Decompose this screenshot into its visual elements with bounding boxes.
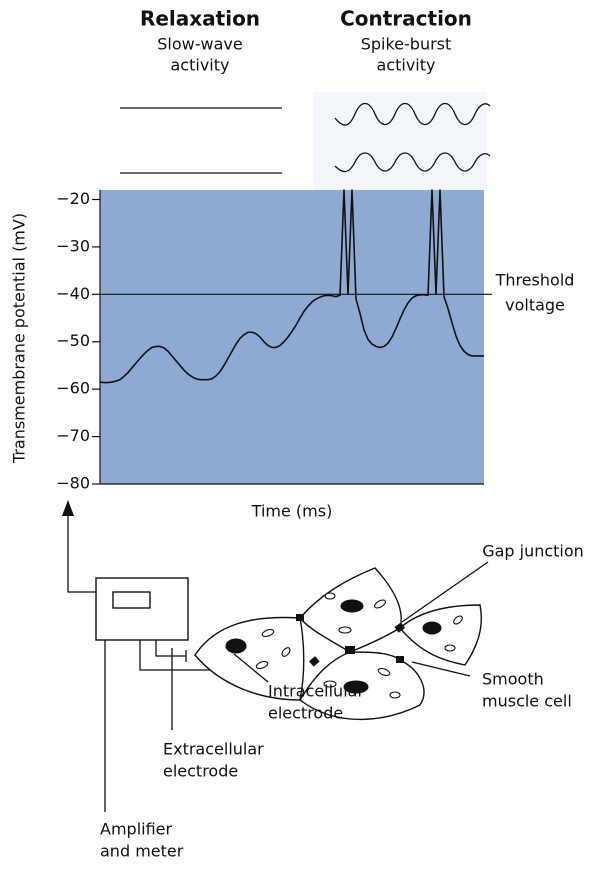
contraction-title: Contraction (340, 7, 472, 31)
gap-junction-mark (396, 656, 404, 663)
nucleus (422, 621, 442, 635)
leader-line (401, 561, 489, 623)
y-tick-label: −70 (56, 426, 90, 445)
wave-panel (313, 92, 487, 190)
leader-line (233, 653, 269, 683)
amplifier-label: and meter (100, 842, 184, 861)
intracellular-label: electrode (268, 704, 343, 723)
smooth-muscle-label: muscle cell (482, 692, 572, 711)
organelle (324, 592, 336, 600)
relaxation-subtitle: Slow-wave (157, 35, 242, 54)
y-tick-label: −30 (56, 236, 90, 255)
organelle (261, 628, 275, 638)
extracellular-label: Extracellular (163, 740, 264, 759)
meter-display (112, 591, 151, 609)
spike-wave-trace (334, 152, 491, 173)
nucleus (343, 680, 369, 694)
organelle (377, 667, 391, 677)
contraction-subtitle: Spike-burst (361, 35, 452, 54)
y-tick-label: −80 (56, 474, 90, 493)
cell (399, 604, 482, 666)
gap-junction-mark (394, 622, 405, 633)
gap-junction-mark (296, 614, 304, 621)
nucleus (340, 599, 364, 613)
leader-line (411, 661, 471, 677)
gap-junction-mark (309, 656, 320, 667)
membrane-potential-trace (99, 189, 484, 384)
contraction-subtitle: activity (377, 56, 436, 75)
organelle (374, 599, 386, 609)
relaxation-title: Relaxation (140, 7, 260, 31)
arrow-head (62, 500, 74, 516)
smooth-muscle-label: Smooth (482, 670, 544, 689)
extracellular-wire (155, 640, 187, 730)
y-tick-label: −60 (56, 379, 90, 398)
organelle (281, 647, 291, 657)
cell (194, 616, 305, 701)
threshold-label: Threshold (495, 271, 575, 290)
y-tick-label: −20 (56, 189, 90, 208)
gap-junction-mark (345, 646, 355, 654)
organelle (323, 680, 337, 688)
relaxation-subtitle: activity (171, 56, 230, 75)
organelle (444, 644, 456, 652)
x-axis-label: Time (ms) (251, 502, 333, 521)
intracellular-label: Intracellular (268, 682, 364, 701)
amplifier-label: Amplifier (100, 820, 173, 839)
plot: −20 −30 −40 −50 −60 −70 −80 (56, 189, 492, 493)
spike-wave-trace (334, 102, 491, 126)
threshold-label: voltage (505, 296, 565, 315)
y-axis-label: Transmembrane potential (mV) (10, 213, 29, 464)
organelle (255, 660, 269, 670)
amplifier-box (95, 577, 189, 641)
signal-wire (67, 512, 96, 593)
y-tick-label: −50 (56, 331, 90, 350)
nucleus (225, 638, 247, 654)
gap-junction-label: Gap junction (482, 542, 584, 561)
organelle (338, 626, 352, 634)
organelle (453, 615, 463, 625)
organelle (389, 691, 401, 699)
plot-background (100, 190, 484, 484)
y-tick-label: −40 (56, 284, 90, 303)
extracellular-label: electrode (163, 762, 238, 781)
